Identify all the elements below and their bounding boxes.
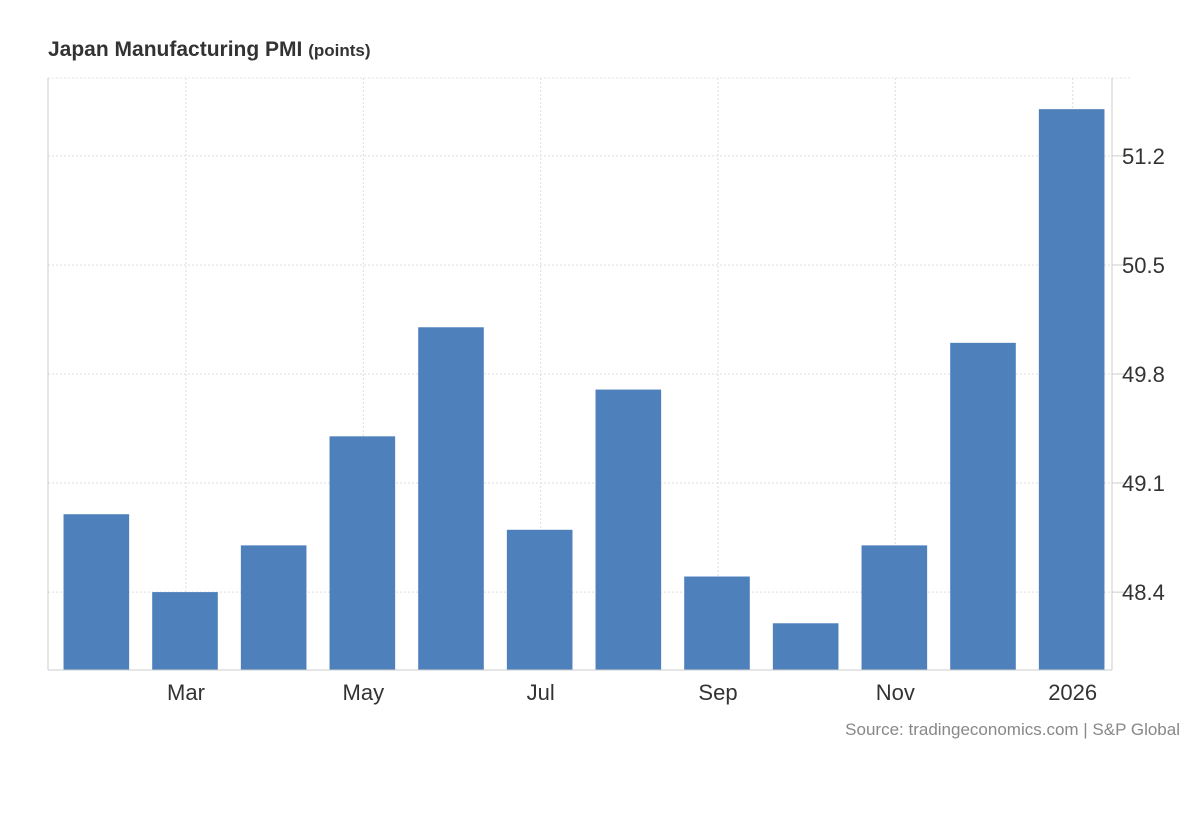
bar-may[interactable] [329, 436, 396, 670]
x-tick-label: Sep [698, 680, 737, 705]
axis-layer [47, 78, 1130, 671]
source-note: Source: tradingeconomics.com | S&P Globa… [845, 720, 1180, 739]
x-tick-label: Mar [167, 680, 205, 705]
bar-aug[interactable] [595, 389, 662, 670]
x-tick-label: Nov [876, 680, 915, 705]
chart-title-text: Japan Manufacturing PMI [48, 38, 303, 61]
bar-jun[interactable] [418, 327, 484, 670]
bar-apr[interactable] [240, 545, 307, 670]
bar-dec[interactable] [950, 342, 1016, 670]
y-tick-label: 49.8 [1122, 362, 1165, 387]
bar-sep[interactable] [684, 576, 750, 670]
bar-2026[interactable] [1038, 109, 1105, 670]
y-tick-label: 48.4 [1122, 580, 1165, 605]
bar-layer [63, 109, 1105, 670]
x-tick-label: 2026 [1048, 680, 1097, 705]
y-tick-label: 49.1 [1122, 471, 1165, 496]
y-tick-label: 51.2 [1122, 144, 1165, 169]
chart-unit: (points) [308, 41, 371, 60]
bar-feb[interactable] [63, 514, 130, 670]
y-tick-label: 50.5 [1122, 253, 1165, 278]
x-tick-label: Jul [527, 680, 555, 705]
bar-mar[interactable] [152, 592, 218, 670]
bar-chart: 48.4 49.1 49.8 50.5 51.2 Mar May Jul Sep Nov 2026 [47, 77, 1165, 705]
chart-title: Japan Manufacturing PMI (points) [48, 38, 371, 62]
bar-oct[interactable] [772, 623, 839, 670]
label-layer: 48.4 49.1 49.8 50.5 51.2 Mar May Jul Sep Nov 2026 [167, 144, 1165, 705]
bar-jul[interactable] [506, 529, 573, 670]
x-tick-label: May [343, 680, 385, 705]
bar-nov[interactable] [861, 545, 928, 670]
